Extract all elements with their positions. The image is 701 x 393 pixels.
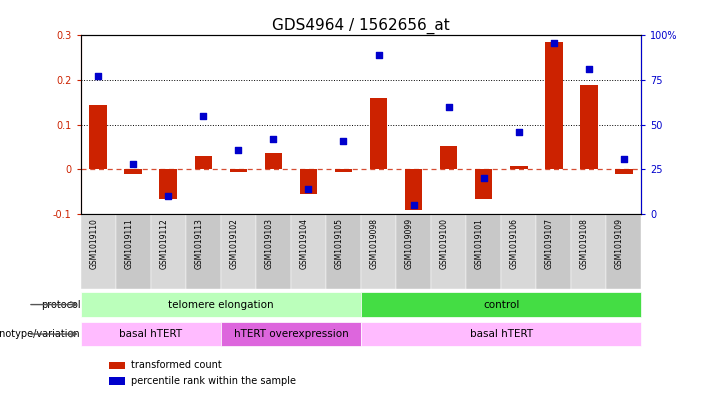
Point (548, 39, 559, 46)
Bar (116, 214, 151, 289)
Bar (510, 166, 528, 169)
Bar (109, 362, 125, 369)
Text: basal hTERT: basal hTERT (119, 329, 182, 339)
Point (128, 161, 139, 167)
Bar (370, 98, 387, 169)
Text: GSM1019112: GSM1019112 (159, 218, 168, 269)
Point (93, 73, 104, 80)
Point (443, 104, 454, 110)
Point (408, 202, 419, 208)
Bar (466, 214, 501, 289)
Text: transformed count: transformed count (131, 360, 222, 371)
Text: GSM1019102: GSM1019102 (229, 218, 238, 269)
Bar (361, 321, 641, 347)
Point (338, 138, 349, 144)
Text: GSM1019113: GSM1019113 (194, 218, 203, 269)
Point (163, 193, 174, 199)
Point (233, 147, 244, 153)
Bar (151, 214, 186, 289)
Bar (160, 169, 177, 198)
Text: GSM1019108: GSM1019108 (580, 218, 589, 269)
Bar (405, 169, 423, 210)
Text: percentile rank within the sample: percentile rank within the sample (131, 376, 296, 386)
Bar (221, 321, 361, 347)
Text: genotype/variation: genotype/variation (0, 329, 81, 339)
Bar (291, 214, 326, 289)
Bar (571, 214, 606, 289)
Text: GSM1019107: GSM1019107 (545, 218, 554, 269)
Bar (221, 214, 256, 289)
Bar (326, 214, 361, 289)
Point (618, 156, 629, 162)
Text: GSM1019110: GSM1019110 (89, 218, 98, 269)
Bar (440, 146, 458, 169)
Text: GSM1019101: GSM1019101 (475, 218, 484, 269)
Bar (361, 292, 641, 317)
Point (513, 129, 524, 135)
Point (583, 66, 594, 72)
Text: basal hTERT: basal hTERT (470, 329, 533, 339)
Bar (431, 214, 466, 289)
Text: GSM1019103: GSM1019103 (264, 218, 273, 269)
Text: telomere elongation: telomere elongation (168, 299, 273, 310)
Text: GSM1019106: GSM1019106 (510, 218, 519, 269)
Bar (186, 214, 221, 289)
Text: GSM1019109: GSM1019109 (615, 218, 624, 269)
Bar (90, 105, 107, 169)
Bar (81, 214, 116, 289)
Bar (125, 169, 142, 174)
Bar (536, 214, 571, 289)
Bar (501, 214, 536, 289)
Text: GSM1019104: GSM1019104 (299, 218, 308, 269)
Bar (615, 169, 633, 174)
Bar (475, 169, 492, 198)
Title: GDS4964 / 1562656_at: GDS4964 / 1562656_at (272, 18, 450, 34)
Bar (265, 153, 283, 169)
Point (478, 175, 489, 182)
Bar (256, 214, 291, 289)
Bar (580, 84, 598, 169)
Bar (606, 214, 641, 289)
Bar (109, 377, 125, 385)
Bar (195, 156, 212, 169)
Text: GSM1019105: GSM1019105 (334, 218, 343, 269)
Bar (335, 169, 353, 172)
Text: GSM1019100: GSM1019100 (440, 218, 449, 269)
Bar (545, 42, 562, 169)
Bar (81, 292, 361, 317)
Text: hTERT overexpression: hTERT overexpression (233, 329, 348, 339)
Bar (230, 169, 247, 172)
Point (303, 186, 314, 192)
Text: GSM1019111: GSM1019111 (124, 218, 133, 269)
Point (198, 113, 209, 119)
Point (373, 52, 384, 58)
Text: GSM1019099: GSM1019099 (404, 218, 414, 269)
Text: protocol: protocol (41, 299, 81, 310)
Text: control: control (483, 299, 519, 310)
Bar (300, 169, 317, 194)
Text: GSM1019098: GSM1019098 (369, 218, 379, 269)
Point (268, 136, 279, 142)
Bar (81, 321, 221, 347)
Bar (396, 214, 431, 289)
Bar (361, 214, 396, 289)
